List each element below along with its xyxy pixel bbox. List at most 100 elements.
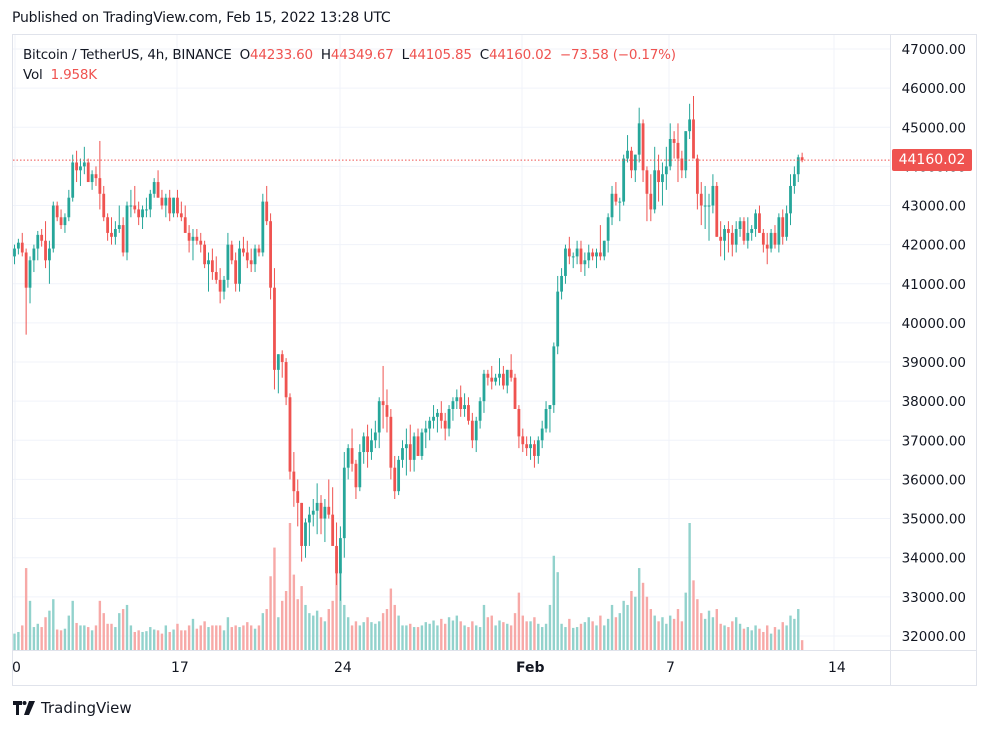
volume-bar <box>389 588 393 650</box>
volume-bar <box>471 621 474 650</box>
candle-body <box>164 197 168 206</box>
candle-body <box>614 193 618 202</box>
candle-body <box>459 397 463 409</box>
price-tick-label: 43000.00 <box>902 199 966 215</box>
volume-bar <box>773 627 777 650</box>
candle-body <box>245 252 249 261</box>
volume-bar <box>754 625 757 650</box>
candle-body <box>490 377 494 382</box>
volume-bar <box>665 623 668 650</box>
volume-bar <box>556 572 559 650</box>
candle-body <box>765 244 769 249</box>
volume-bar <box>343 604 346 650</box>
candle-body <box>102 193 106 218</box>
close-value: 44160.02 <box>489 47 552 63</box>
candle-body <box>501 373 505 386</box>
candle-body <box>412 436 416 460</box>
candle-body <box>583 260 587 265</box>
volume-bar <box>21 625 24 650</box>
volume-bar <box>738 623 742 650</box>
volume-bar <box>83 625 86 650</box>
volume-bar <box>661 617 664 650</box>
volume-value: 1.958K <box>50 67 98 83</box>
volume-bar <box>381 613 385 650</box>
published-info: Published on TradingView.com, Feb 15, 20… <box>12 10 391 26</box>
volume-bar <box>463 625 466 650</box>
volume-label[interactable]: Vol <box>23 67 43 83</box>
candle-body <box>707 205 711 207</box>
volume-bar <box>269 576 272 650</box>
candle-body <box>32 248 36 261</box>
volume-bar <box>544 623 548 650</box>
volume-bar <box>405 625 408 650</box>
candle-body <box>664 166 668 175</box>
candle-body <box>195 236 199 241</box>
candle-body <box>106 217 110 233</box>
volume-bar <box>455 615 459 650</box>
candle-body <box>478 401 482 421</box>
volume-bar <box>758 628 761 650</box>
candle-body <box>598 252 602 257</box>
time-tick-label: 7 <box>666 660 675 676</box>
volume-bar <box>762 631 765 650</box>
volume-bar <box>700 613 703 650</box>
candle-body <box>16 242 20 249</box>
candle-body <box>727 228 730 233</box>
candle-body <box>591 252 595 257</box>
volume-bar <box>610 604 614 650</box>
candle-body <box>137 209 141 218</box>
candle-body <box>715 185 719 237</box>
volume-bar <box>409 623 412 650</box>
volume-bar <box>653 615 656 650</box>
candle-body <box>404 444 408 449</box>
volume-bar <box>319 617 323 650</box>
volume-bar <box>727 627 730 650</box>
volume-bar <box>44 617 47 650</box>
candle-body <box>311 510 315 515</box>
candle-body <box>684 131 688 171</box>
candle-body <box>424 428 428 433</box>
candle-body <box>183 217 187 233</box>
symbol-title[interactable]: Bitcoin / TetherUS, 4h, BINANCE <box>23 47 232 63</box>
volume-bar <box>572 627 575 650</box>
volume-bar <box>300 586 303 650</box>
candle-body <box>432 416 435 421</box>
chart-legend: Bitcoin / TetherUS, 4h, BINANCE O44233.60… <box>23 45 676 85</box>
volume-bar <box>28 600 32 650</box>
volume-bar <box>277 617 280 650</box>
candle-body <box>657 170 660 183</box>
volume-bar <box>591 621 594 650</box>
candle-body <box>160 197 164 206</box>
volume-bar <box>734 617 738 650</box>
candle-body <box>719 236 723 241</box>
candle-body <box>533 444 536 456</box>
price-tick-label: 35000.00 <box>902 512 966 528</box>
candle-body <box>261 201 265 253</box>
price-tick-label: 36000.00 <box>902 472 966 488</box>
volume-bar <box>346 617 350 650</box>
candle-body <box>199 240 203 245</box>
candle-body <box>346 448 350 468</box>
candle-body <box>44 240 47 261</box>
volume-bar <box>766 625 769 650</box>
candle-body <box>71 162 75 198</box>
volume-bar <box>71 600 74 650</box>
candle-body <box>692 119 695 159</box>
volume-bar <box>284 591 288 650</box>
tradingview-brand[interactable]: TradingView <box>13 699 132 717</box>
candle-body <box>436 412 439 417</box>
volume-bar <box>67 615 71 650</box>
candle-body <box>672 138 676 143</box>
volume-bar <box>614 617 618 650</box>
candle-body <box>482 373 486 402</box>
candle-body <box>602 240 606 257</box>
candle-body <box>331 514 335 546</box>
volume-bar <box>137 630 140 650</box>
volume-bar <box>304 604 307 650</box>
candle-body <box>637 123 641 155</box>
volume-bar <box>537 623 540 650</box>
volume-bar <box>94 625 98 650</box>
candle-body <box>292 471 296 492</box>
volume-bar <box>769 633 773 650</box>
